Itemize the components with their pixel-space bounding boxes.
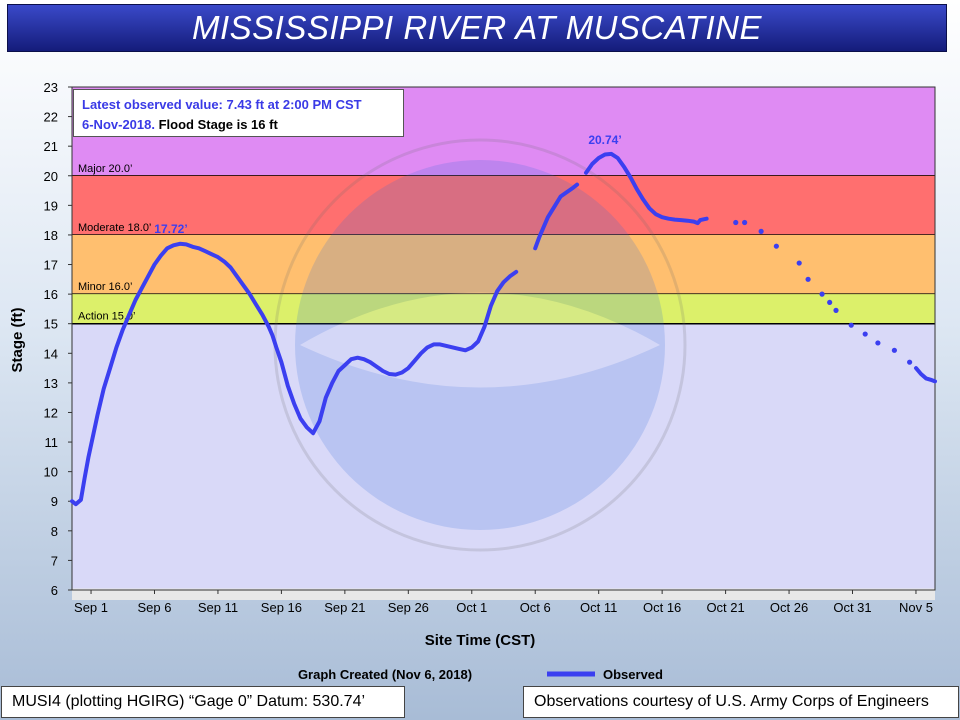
y-axis: 6 7 8 9 10 11 12 13 14 15 16 17 18 19 20 21 22 23: [44, 80, 72, 598]
page-title: MISSISSIPPI RIVER AT MUSCATINE: [192, 9, 762, 46]
threshold-label-moderate: Moderate 18.0’: [78, 222, 151, 234]
latest-observation-box: Latest observed value: 7.43 ft at 2:00 P…: [73, 89, 404, 137]
observed-point: [833, 307, 839, 313]
observed-point: [875, 340, 881, 346]
y-tick-label: 22: [44, 110, 58, 125]
x-tick-label: Nov 5: [899, 600, 933, 615]
crest-label: 20.74’: [588, 133, 621, 147]
credits-box: Observations courtesy of U.S. Army Corps…: [523, 686, 959, 718]
observed-point: [796, 260, 802, 266]
observed-line-segment: [533, 182, 580, 251]
observed-point: [862, 331, 868, 337]
flood-stage-text: Flood Stage is 16 ft: [154, 117, 278, 132]
observed-point: [773, 243, 779, 249]
observed-line-tail: [914, 366, 937, 384]
latest-observed-value: Latest observed value: 7.43 ft at 2:00 P…: [82, 97, 362, 112]
y-tick-label: 8: [51, 524, 58, 539]
x-axis: Sep 1 Sep 6 Sep 11 Sep 16 Sep 21 Sep 26 Oct 1 O…: [74, 590, 933, 615]
observed-line-segment: [584, 151, 709, 226]
crest-annotations: 17.72’ 20.74’: [154, 133, 621, 236]
y-axis-label: Stage (ft): [9, 308, 26, 373]
threshold-label-minor: Minor 16.0’: [78, 281, 132, 293]
x-tick-label: Sep 26: [388, 600, 429, 615]
title-bar: MISSISSIPPI RIVER AT MUSCATINE: [7, 4, 947, 52]
y-tick-label: 17: [44, 258, 58, 273]
y-tick-label: 10: [44, 465, 58, 480]
x-tick-label: Oct 16: [643, 600, 681, 615]
band-normal: [72, 323, 935, 590]
graph-created-label: Graph Created (Nov 6, 2018): [298, 667, 472, 682]
threshold-label-action: Action 15.0’: [78, 311, 135, 323]
y-tick-label: 6: [51, 583, 58, 598]
y-tick-label: 9: [51, 494, 58, 509]
y-tick-label: 14: [44, 346, 58, 361]
x-tick-label: Oct 6: [520, 600, 551, 615]
y-tick-label: 12: [44, 405, 58, 420]
x-tick-label: Sep 6: [138, 600, 172, 615]
observed-point: [907, 359, 913, 365]
y-tick-label: 18: [44, 228, 58, 243]
plot-area: [71, 86, 936, 591]
x-tick-label: Oct 11: [580, 600, 617, 615]
x-axis-label: Site Time (CST): [425, 632, 536, 649]
x-tick-label: Sep 16: [261, 600, 302, 615]
latest-observed-date: 6-Nov-2018.: [82, 117, 155, 132]
x-tick-label: Sep 21: [324, 600, 365, 615]
y-tick-label: 21: [44, 139, 58, 154]
y-tick-label: 13: [44, 376, 58, 391]
y-tick-label: 20: [44, 169, 58, 184]
x-tick-label: Oct 21: [706, 600, 744, 615]
x-tick-label: Oct 1: [456, 600, 487, 615]
observed-line-segment: [70, 241, 519, 507]
x-tick-label: Sep 1: [74, 600, 108, 615]
gage-datum-text: MUSI4 (plotting HGIRG) “Gage 0” Datum: 5…: [12, 693, 366, 710]
y-tick-label: 7: [51, 553, 58, 568]
y-tick-label: 11: [45, 435, 59, 450]
x-tick-label: Oct 31: [833, 600, 871, 615]
band-moderate: [72, 175, 935, 235]
crest-label: 17.72’: [154, 222, 187, 236]
band-axis-floor: [72, 588, 935, 600]
legend-label-observed: Observed: [603, 667, 663, 682]
observed-point: [733, 219, 739, 226]
noaa-logo-icon: [273, 138, 687, 552]
observed-point: [827, 299, 833, 306]
x-tick-label: Sep 11: [198, 600, 238, 615]
y-tick-label: 15: [44, 317, 58, 332]
observed-point: [819, 291, 825, 297]
y-tick-label: 16: [44, 287, 58, 302]
observed-series: [70, 151, 937, 507]
threshold-label-major: Major 20.0’: [78, 163, 132, 175]
x-tick-label: Oct 26: [770, 600, 808, 615]
plot-border: [71, 86, 936, 591]
observed-point: [742, 219, 748, 226]
credits-text: Observations courtesy of U.S. Army Corps…: [534, 693, 929, 710]
y-tick-label: 23: [44, 80, 58, 95]
observed-point: [805, 276, 811, 282]
observed-point: [848, 322, 854, 328]
observed-point: [891, 347, 897, 353]
band-action: [72, 294, 935, 324]
y-tick-label: 19: [44, 198, 58, 213]
gage-datum-box: MUSI4 (plotting HGIRG) “Gage 0” Datum: 5…: [1, 686, 405, 718]
observed-point: [758, 228, 764, 234]
